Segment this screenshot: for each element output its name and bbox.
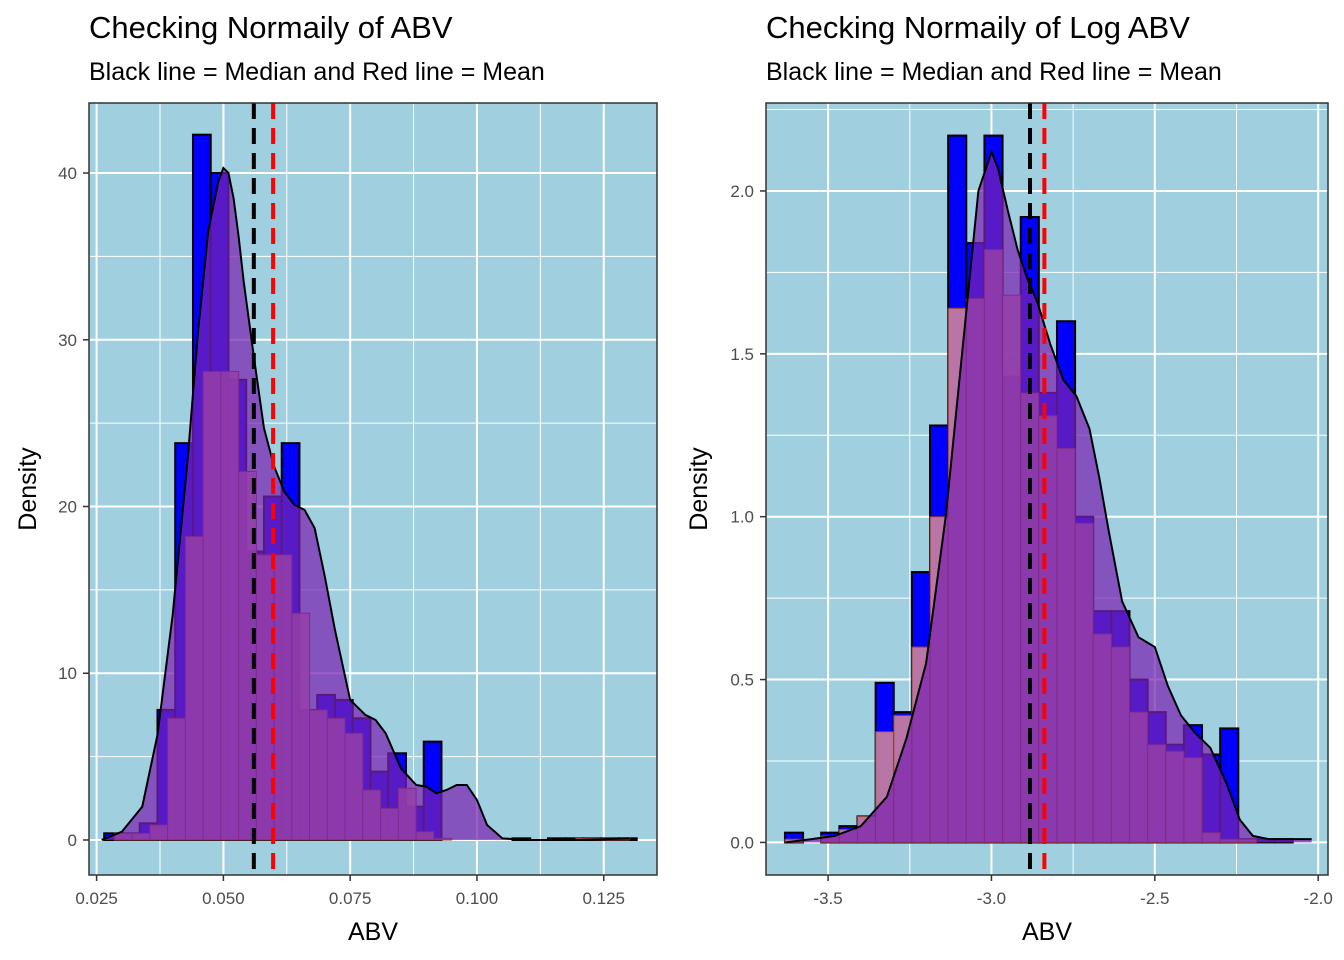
x-axis-title: ABV bbox=[348, 918, 398, 946]
density-curve bbox=[101, 166, 630, 841]
log-abv-density-plot: -3.5 -3.0 -2.5 -2.0 0.0 0.5 1.0 1.5 2.0 ABV Densit… bbox=[685, 102, 1333, 946]
chart-subtitle: Black line = Median and Red line = Mean bbox=[89, 58, 545, 86]
x-tick-label: -2.0 bbox=[1304, 889, 1333, 908]
density-curve bbox=[785, 148, 1312, 844]
plot-border bbox=[88, 102, 658, 876]
x-tick-label: -2.5 bbox=[1140, 889, 1169, 908]
y-tick-label: 0 bbox=[68, 831, 77, 850]
y-tick-label: 0.5 bbox=[730, 671, 754, 690]
x-tick-label: 0.125 bbox=[582, 889, 625, 908]
y-axis-title: Density bbox=[685, 447, 713, 531]
y-tick-label: 2.0 bbox=[730, 182, 754, 201]
plot-border bbox=[765, 102, 1329, 876]
y-tick-label: 40 bbox=[58, 164, 77, 183]
x-tick-label: 0.100 bbox=[456, 889, 499, 908]
chart-subtitle: Black line = Median and Red line = Mean bbox=[766, 58, 1222, 86]
x-tick-label: 0.075 bbox=[329, 889, 372, 908]
y-tick-label: 1.0 bbox=[730, 508, 754, 527]
density-area bbox=[785, 151, 1312, 843]
left-chart-panel: Checking Normaily of ABV Black line = Me… bbox=[14, 10, 658, 946]
x-tick-label: 0.050 bbox=[202, 889, 245, 908]
y-axis-title: Density bbox=[14, 447, 42, 531]
y-tick-label: 30 bbox=[58, 331, 77, 350]
y-tick-label: 20 bbox=[58, 498, 77, 517]
abv-density-plot: 0.025 0.050 0.075 0.100 0.125 0 10 20 30 40 ABV Den… bbox=[14, 102, 658, 946]
chart-title: Checking Normaily of Log ABV bbox=[766, 10, 1190, 45]
x-tick-label: -3.0 bbox=[977, 889, 1006, 908]
density-area bbox=[101, 168, 630, 840]
x-tick-label: -3.5 bbox=[813, 889, 842, 908]
y-tick-label: 0.0 bbox=[730, 833, 754, 852]
right-chart-panel: Checking Normaily of Log ABV Black line … bbox=[672, 0, 1344, 960]
x-axis-title: ABV bbox=[1022, 918, 1072, 946]
y-tick-label: 1.5 bbox=[730, 345, 754, 364]
chart-title: Checking Normaily of ABV bbox=[89, 10, 453, 45]
x-tick-label: 0.025 bbox=[75, 889, 118, 908]
y-tick-label: 10 bbox=[58, 664, 77, 683]
